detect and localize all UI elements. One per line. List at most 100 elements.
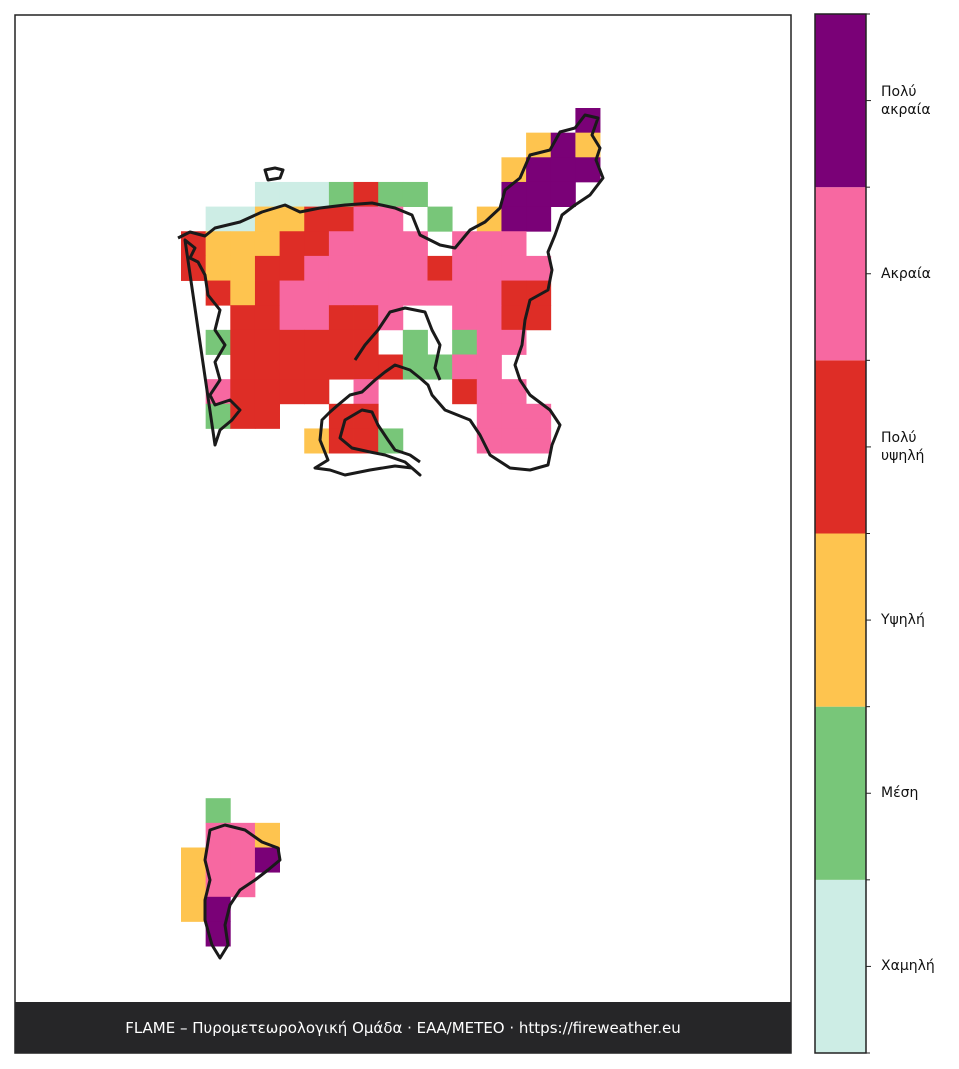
danger-cell bbox=[304, 231, 330, 257]
colorbar-label: Χαμηλή bbox=[881, 958, 935, 975]
danger-cell bbox=[452, 255, 478, 281]
danger-cell bbox=[230, 231, 256, 257]
danger-cell bbox=[328, 255, 354, 281]
danger-cell bbox=[181, 847, 207, 873]
danger-cell bbox=[181, 896, 207, 922]
danger-cell bbox=[378, 181, 404, 207]
danger-cell bbox=[328, 206, 354, 232]
danger-cell bbox=[328, 329, 354, 355]
danger-cell bbox=[427, 280, 453, 306]
danger-cell bbox=[254, 379, 280, 405]
colorbar-label: Πολύ ακραία bbox=[881, 83, 931, 118]
danger-cell bbox=[501, 181, 527, 207]
danger-cell bbox=[279, 231, 305, 257]
danger-cell bbox=[279, 305, 305, 331]
danger-cell bbox=[230, 305, 256, 331]
colorbar-segment bbox=[815, 879, 866, 1053]
danger-cell bbox=[304, 379, 330, 405]
danger-cell bbox=[353, 255, 379, 281]
danger-cell bbox=[501, 428, 527, 454]
danger-cell bbox=[304, 329, 330, 355]
danger-cell bbox=[427, 206, 453, 232]
danger-cell bbox=[550, 157, 576, 183]
danger-cell bbox=[452, 305, 478, 331]
danger-cell bbox=[501, 280, 527, 306]
danger-cell bbox=[427, 255, 453, 281]
danger-cell bbox=[254, 280, 280, 306]
danger-cell bbox=[254, 847, 280, 873]
danger-cell bbox=[402, 280, 428, 306]
danger-cell bbox=[452, 354, 478, 380]
danger-cell bbox=[501, 206, 527, 232]
colorbar-segment bbox=[815, 706, 866, 880]
danger-cell bbox=[304, 354, 330, 380]
danger-cell bbox=[304, 305, 330, 331]
danger-cell bbox=[254, 305, 280, 331]
danger-grid bbox=[181, 108, 601, 947]
danger-cell bbox=[230, 329, 256, 355]
danger-cell bbox=[279, 181, 305, 207]
danger-cell bbox=[304, 280, 330, 306]
danger-cell bbox=[378, 255, 404, 281]
danger-cell bbox=[476, 255, 502, 281]
danger-cell bbox=[304, 428, 330, 454]
danger-cell bbox=[526, 428, 552, 454]
danger-cell bbox=[353, 305, 379, 331]
danger-cell bbox=[476, 354, 502, 380]
danger-cell bbox=[476, 305, 502, 331]
danger-cell bbox=[353, 280, 379, 306]
danger-cell bbox=[254, 354, 280, 380]
map-frame bbox=[14, 14, 792, 1054]
danger-cell bbox=[230, 379, 256, 405]
danger-cell bbox=[402, 181, 428, 207]
danger-cell bbox=[304, 255, 330, 281]
danger-cell bbox=[279, 379, 305, 405]
danger-cell bbox=[254, 403, 280, 429]
danger-cell bbox=[476, 403, 502, 429]
danger-cell bbox=[476, 280, 502, 306]
danger-cell bbox=[526, 206, 552, 232]
colorbar-label: Ακραία bbox=[881, 265, 931, 282]
colorbar bbox=[814, 13, 871, 1054]
danger-cell bbox=[402, 231, 428, 257]
coastline bbox=[263, 166, 285, 182]
danger-cell bbox=[452, 379, 478, 405]
coastline bbox=[177, 113, 605, 477]
danger-cell bbox=[353, 206, 379, 232]
danger-cell bbox=[427, 354, 453, 380]
danger-cell bbox=[205, 847, 231, 873]
danger-cell bbox=[526, 181, 552, 207]
danger-cell bbox=[501, 305, 527, 331]
danger-cell bbox=[476, 428, 502, 454]
danger-cell bbox=[378, 231, 404, 257]
danger-cell bbox=[550, 132, 576, 158]
danger-cell bbox=[402, 329, 428, 355]
coastline bbox=[203, 823, 282, 960]
danger-cell bbox=[501, 231, 527, 257]
colorbar-segment bbox=[815, 14, 866, 188]
danger-cell bbox=[205, 280, 231, 306]
danger-cell bbox=[526, 255, 552, 281]
danger-cell bbox=[254, 255, 280, 281]
danger-cell bbox=[476, 379, 502, 405]
danger-cell bbox=[501, 255, 527, 281]
danger-cell bbox=[181, 872, 207, 898]
danger-cell bbox=[328, 305, 354, 331]
danger-cell bbox=[476, 231, 502, 257]
footer: FLAME – Πυρομετεωρολογική Ομάδα · ΕΑΑ/ΜΕ… bbox=[15, 1002, 791, 1053]
danger-cell bbox=[230, 847, 256, 873]
danger-cell bbox=[304, 181, 330, 207]
danger-cell bbox=[526, 305, 552, 331]
danger-cell bbox=[230, 354, 256, 380]
danger-cell bbox=[328, 354, 354, 380]
colorbar-label: Μέση bbox=[881, 785, 919, 802]
danger-cell bbox=[205, 231, 231, 257]
danger-cell bbox=[501, 403, 527, 429]
danger-cell bbox=[254, 329, 280, 355]
danger-cell bbox=[230, 255, 256, 281]
danger-cell bbox=[328, 181, 354, 207]
danger-cell bbox=[279, 329, 305, 355]
danger-cell bbox=[402, 255, 428, 281]
danger-cell bbox=[550, 181, 576, 207]
